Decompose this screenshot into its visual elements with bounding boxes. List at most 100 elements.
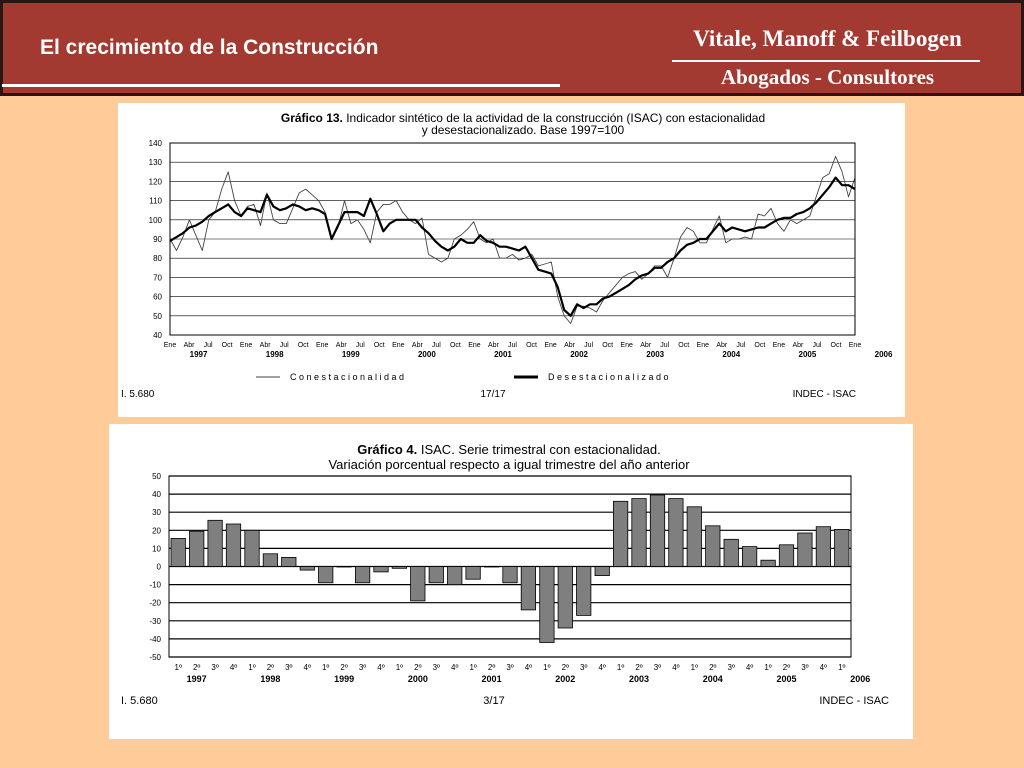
y-tick-label: 60 (153, 293, 162, 302)
x-year-label: 2002 (555, 674, 575, 684)
bar (520, 566, 537, 611)
y-tick-label: -40 (149, 635, 161, 644)
x-tick-label: Ene (164, 342, 177, 349)
x-tick-label: 4º (451, 663, 458, 672)
legend-label-seasonal: C o n e s t a c i o n a l i d a d (290, 372, 404, 382)
x-tick-label: Jul (812, 342, 821, 349)
x-tick-label: 3º (211, 663, 218, 672)
bar (244, 529, 260, 567)
x-tick-label: 3º (433, 663, 440, 672)
series-line-deseasonalized (169, 176, 856, 317)
bar (354, 566, 371, 584)
bar (760, 559, 776, 567)
x-year-label: 1997 (190, 350, 208, 359)
bar-chart-panel: Gráfico 4. ISAC. Serie trimestral con es… (109, 424, 913, 739)
series-line-seasonal (169, 155, 856, 324)
x-tick-label: Ene (697, 342, 710, 349)
y-tick-label: 70 (153, 273, 162, 282)
x-tick-label: Abr (792, 342, 804, 349)
x-tick-label: Jul (280, 342, 289, 349)
x-year-label: 2006 (875, 350, 893, 359)
x-year-label: 2001 (482, 674, 502, 684)
x-tick-label: Ene (849, 342, 862, 349)
x-tick-label: 1º (764, 663, 771, 672)
y-tick-label: 100 (149, 216, 163, 225)
x-tick-label: Oct (526, 342, 537, 349)
chart-title-line1: Gráfico 4. ISAC. Serie trimestral con es… (357, 442, 660, 457)
x-tick-label: 1º (469, 663, 476, 672)
x-tick-label: 3º (801, 663, 808, 672)
x-tick-label: 2º (267, 663, 274, 672)
x-tick-label: 3º (654, 663, 661, 672)
y-tick-label: 110 (149, 197, 162, 206)
x-tick-label: 2º (562, 663, 569, 672)
y-tick-label: -30 (149, 617, 161, 626)
x-tick-label: 2º (488, 663, 495, 672)
bar (299, 566, 315, 571)
bar (262, 553, 278, 567)
x-year-label: 2003 (629, 674, 649, 684)
bar (318, 566, 334, 584)
header-bar: El crecimiento de la Construcción Vitale… (0, 0, 1024, 96)
y-tick-label: 40 (152, 490, 161, 499)
legend: C o n e s t a c i o n a l i d a d D e s … (256, 372, 669, 382)
x-tick-label: Abr (336, 342, 348, 349)
x-year-label: 2001 (494, 350, 512, 359)
x-tick-label: Jul (508, 342, 517, 349)
y-tick-label: 130 (149, 158, 163, 167)
footer-center: 17/17 (480, 389, 505, 400)
y-tick-label: 120 (149, 177, 163, 186)
x-tick-label: Abr (716, 342, 728, 349)
x-tick-label: Jul (204, 342, 213, 349)
x-tick-label: Oct (374, 342, 385, 349)
x-tick-label: 1º (838, 663, 845, 672)
bar (797, 532, 813, 567)
x-tick-label: 4º (820, 663, 827, 672)
x-year-label: 1999 (342, 350, 360, 359)
x-year-label: 1999 (334, 674, 354, 684)
bar-chart: Gráfico 4. ISAC. Serie trimestral con es… (121, 442, 889, 707)
x-tick-label: 1º (248, 663, 255, 672)
bar (502, 566, 518, 584)
x-tick-label: Ene (240, 342, 253, 349)
bar (391, 566, 408, 569)
x-tick-label: Oct (602, 342, 613, 349)
line-chart: Gráfico 13. Indicador sintético de la ac… (121, 111, 893, 400)
x-tick-label: 2º (414, 663, 421, 672)
x-tick-label: 1º (322, 663, 329, 672)
footer-left: I. 5.680 (121, 389, 155, 400)
x-tick-label: 4º (230, 663, 237, 672)
x-year-label: 2004 (722, 350, 740, 359)
y-tick-label: 40 (153, 331, 162, 340)
chart-title-line2: Variación porcentual respecto a igual tr… (328, 457, 690, 472)
bar (815, 526, 832, 567)
x-tick-label: Abr (412, 342, 424, 349)
x-year-label: 2003 (646, 350, 664, 359)
bar (483, 566, 500, 568)
x-tick-label: 3º (506, 663, 513, 672)
x-year-label: 2006 (850, 674, 870, 684)
bar (705, 525, 721, 567)
x-tick-label: 2º (340, 663, 347, 672)
x-tick-label: Oct (831, 342, 842, 349)
bar (373, 566, 389, 573)
x-tick-label: 4º (746, 663, 753, 672)
x-tick-label: Jul (356, 342, 365, 349)
x-tick-label: 3º (580, 663, 587, 672)
firm-subtitle: Abogados - Consultores (720, 65, 935, 89)
x-year-label: 2005 (776, 674, 796, 684)
x-year-label: 2005 (799, 350, 817, 359)
plot-frame (169, 142, 856, 336)
x-year-label: 2004 (703, 674, 723, 684)
chart-title-line1: Gráfico 13. Indicador sintético de la ac… (281, 111, 765, 125)
x-tick-label: Oct (678, 342, 689, 349)
bar (410, 566, 426, 602)
bar (336, 566, 352, 568)
chart-title-line2: y desestacionalizado. Base 1997=100 (422, 123, 625, 137)
x-year-label: 2000 (408, 674, 428, 684)
x-tick-label: 3º (285, 663, 292, 672)
y-tick-label: -10 (149, 581, 161, 590)
x-tick-label: 1º (543, 663, 550, 672)
x-tick-label: Abr (564, 342, 576, 349)
x-tick-label: Abr (488, 342, 500, 349)
